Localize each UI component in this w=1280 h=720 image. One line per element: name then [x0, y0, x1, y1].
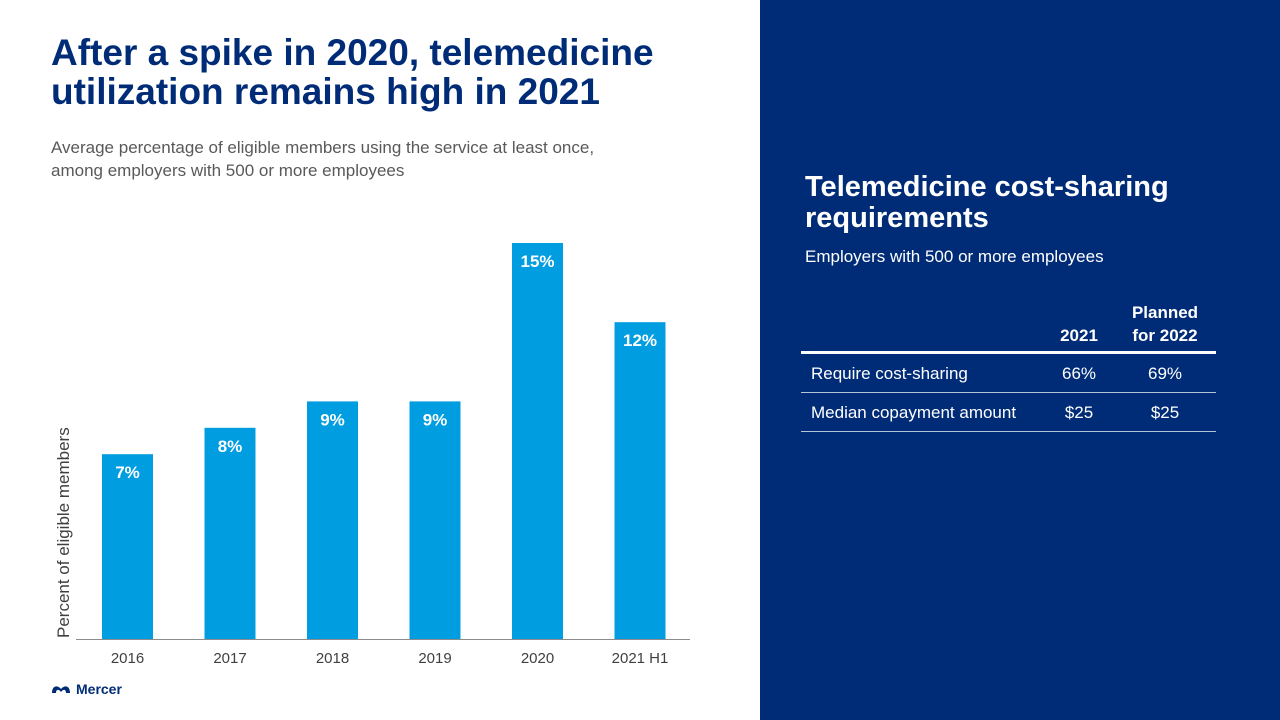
- data-label: 9%: [320, 410, 345, 429]
- data-label: 7%: [115, 463, 140, 482]
- cost-sharing-table: 2021 Planned for 2022 Require cost-shari…: [801, 303, 1216, 432]
- chart-subtitle-line2: among employers with 500 or more employe…: [51, 161, 405, 180]
- row-value-2021: 66%: [1061, 364, 1097, 383]
- mercer-logo-icon: [52, 686, 70, 693]
- x-tick-label: 2020: [521, 650, 554, 667]
- bar-chart: 7% 2016 8% 2017 9% 2018 9% 2019 15% 2020 12% 2021 H…: [54, 243, 690, 667]
- slide-title-line1: After a spike in 2020, telemedicine: [51, 32, 654, 73]
- table-row: Median copayment amount $25 $25: [801, 393, 1216, 432]
- bar-2017: [204, 427, 256, 639]
- slide-title-line2: utilization remains high in 2021: [51, 71, 600, 112]
- x-tick-label: 2019: [418, 650, 451, 667]
- header-2021: 2021: [1060, 326, 1098, 345]
- panel-subtitle: Employers with 500 or more employees: [805, 247, 1104, 266]
- data-label: 8%: [218, 437, 243, 456]
- data-label: 12%: [623, 331, 657, 350]
- cost-sharing-panel: [760, 0, 1280, 720]
- row-value-2021: $25: [1064, 403, 1094, 422]
- table-header: 2021 Planned for 2022: [801, 303, 1216, 354]
- bar-2016: [102, 454, 153, 639]
- header-planned-line1: Planned: [1131, 303, 1199, 322]
- row-label: Median copayment amount: [811, 403, 1017, 422]
- bar-2019: [409, 401, 461, 639]
- header-planned-line2: for 2022: [1132, 326, 1198, 345]
- panel-title-line2: requirements: [805, 202, 989, 234]
- x-tick-label: 2017: [213, 650, 246, 667]
- row-value-2022: 69%: [1147, 364, 1183, 383]
- bar-2018: [307, 401, 358, 639]
- panel-title: Telemedicine cost-sharing requirements: [805, 172, 1245, 234]
- row-label: Require cost-sharing: [811, 364, 968, 383]
- x-tick-label: 2021 H1: [612, 650, 669, 667]
- panel-title-line1: Telemedicine cost-sharing: [805, 171, 1169, 203]
- table-row: Require cost-sharing 66% 69%: [801, 354, 1216, 393]
- slide-title: After a spike in 2020, telemedicine util…: [51, 33, 741, 111]
- chart-subtitle-line1: Average percentage of eligible members u…: [51, 138, 595, 157]
- data-label: 15%: [520, 252, 554, 271]
- bar-2020: [512, 243, 563, 639]
- mercer-logo: Mercer: [51, 681, 122, 697]
- header-planned-2022: Planned for 2022: [1117, 301, 1213, 347]
- bar-2021-h1: [614, 322, 666, 639]
- data-label: 9%: [423, 410, 448, 429]
- x-tick-label: 2018: [316, 650, 349, 667]
- y-axis-title: Percent of eligible members: [54, 427, 73, 638]
- chart-subtitle: Average percentage of eligible members u…: [51, 136, 731, 182]
- mercer-logo-text: Mercer: [76, 681, 122, 697]
- row-value-2022: $25: [1150, 403, 1180, 422]
- x-tick-label: 2016: [111, 650, 144, 667]
